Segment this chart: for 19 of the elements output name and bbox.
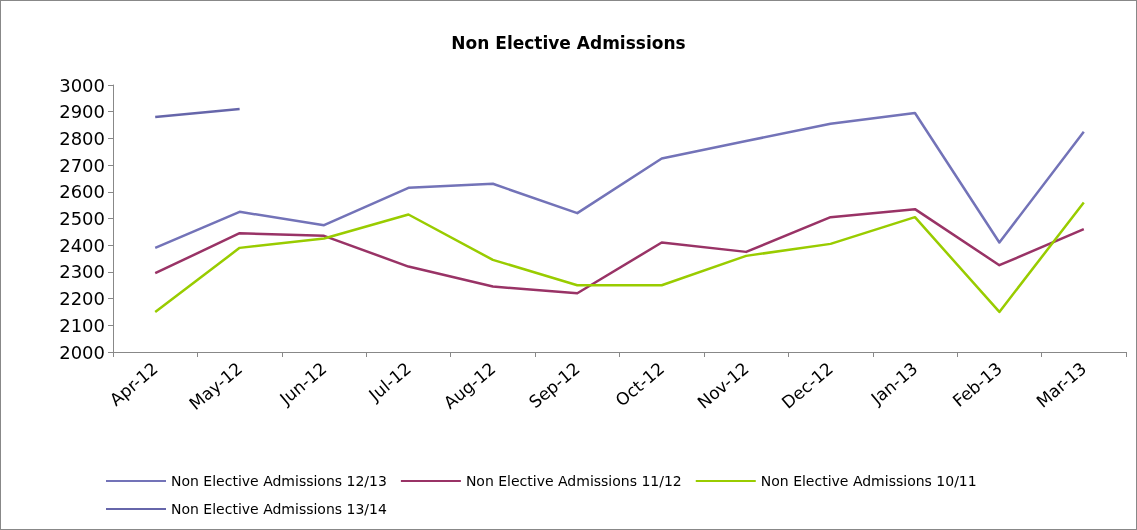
- y-tick-label: 2400: [59, 234, 105, 256]
- y-tick-label: 2100: [59, 314, 105, 336]
- y-tick-label: 2200: [59, 288, 105, 310]
- legend-label: Non Elective Admissions 10/11: [760, 473, 977, 489]
- y-tick-label: 2600: [59, 181, 105, 203]
- y-tick-label: 2300: [59, 261, 105, 283]
- line-series: [153, 207, 1086, 295]
- line-series: [153, 111, 1086, 250]
- legend-label: Non Elective Admissions 12/13: [171, 473, 387, 489]
- chart-title: Non Elective Admissions: [451, 32, 686, 53]
- legend-label: Non Elective Admissions 13/14: [171, 501, 387, 517]
- line-series: [153, 201, 1086, 314]
- y-tick-label: 2500: [59, 208, 105, 229]
- legend-label: Non Elective Admissions 11/12: [465, 473, 682, 489]
- y-tick-label: 2700: [59, 154, 105, 176]
- y-tick-label: 3000: [59, 74, 105, 96]
- y-tick-label: 2900: [59, 101, 105, 123]
- y-tick-label: 2800: [59, 127, 105, 149]
- y-tick-label: 2000: [59, 341, 105, 363]
